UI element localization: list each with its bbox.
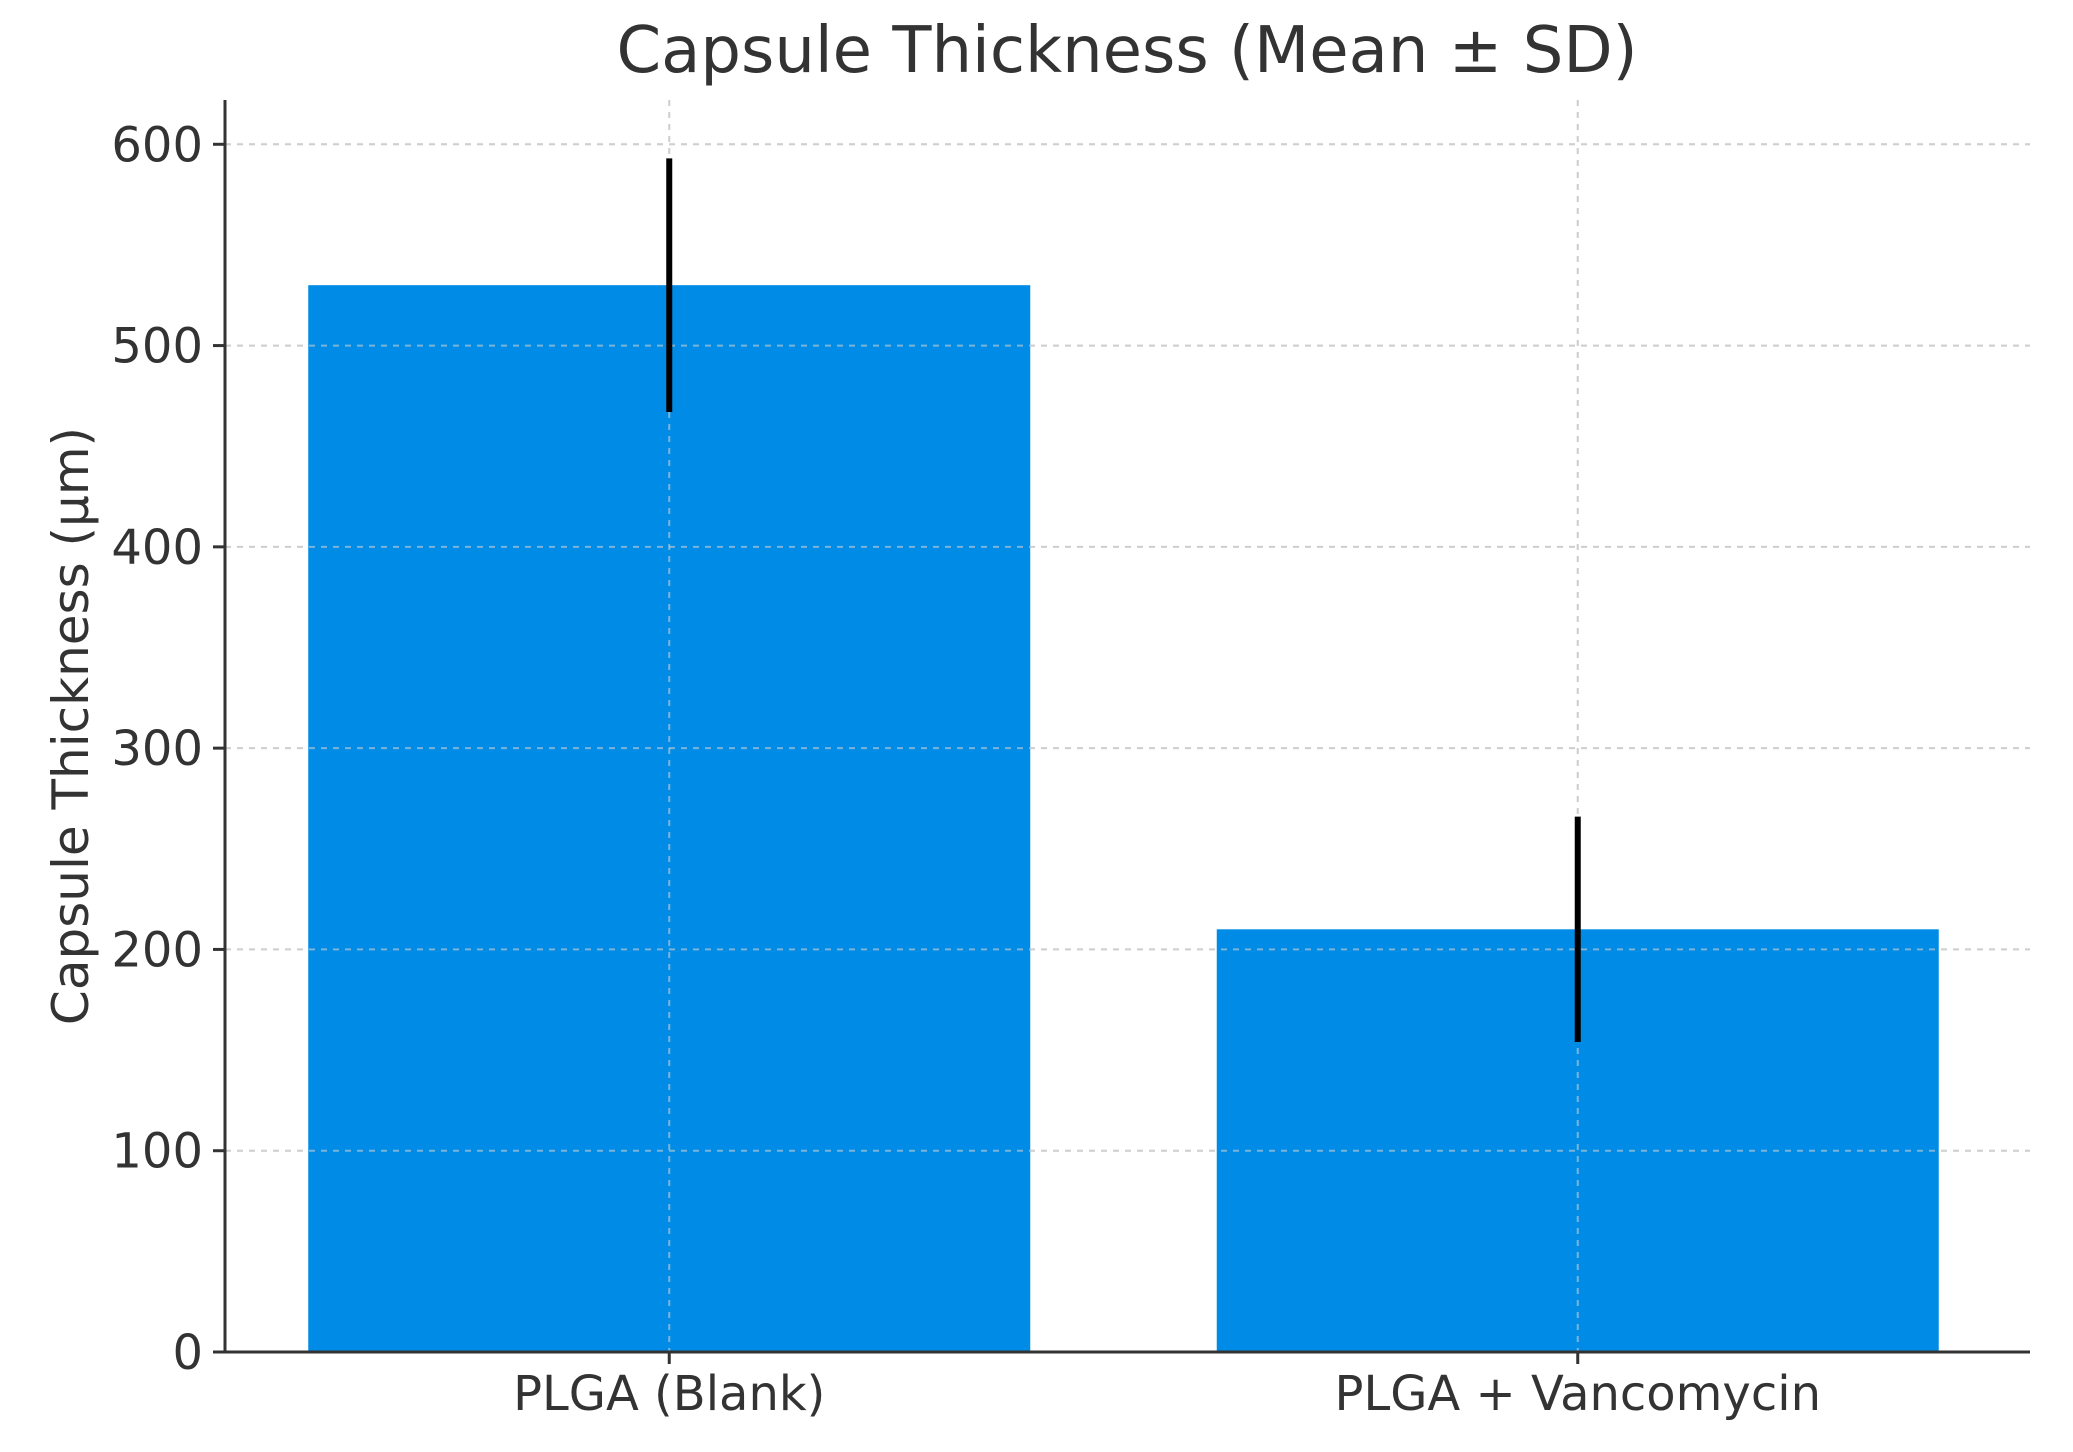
x-tick-label: PLGA (Blank) [513, 1366, 825, 1422]
y-tick-label: 500 [111, 319, 203, 375]
bar [308, 285, 1031, 1352]
y-tick-label: 300 [111, 721, 203, 777]
axes [223, 100, 2030, 1354]
y-tick-label: 400 [111, 520, 203, 576]
y-tick-label: 0 [172, 1325, 203, 1381]
y-tick-label: 100 [111, 1124, 203, 1180]
bars [225, 100, 2030, 1352]
x-tick-label: PLGA + Vancomycin [1335, 1366, 1821, 1422]
y-tick-label: 200 [111, 922, 203, 978]
y-tick-label: 600 [111, 117, 203, 173]
error-bars [666, 158, 1581, 1043]
y-axis-label: Capsule Thickness (μm) [42, 427, 100, 1025]
y-ticks: 0 100 200 300 400 500 600 [111, 117, 225, 1381]
x-ticks: PLGA (Blank) PLGA + Vancomycin [513, 1352, 1821, 1422]
chart-title: Capsule Thickness (Mean ± SD) [616, 14, 1637, 88]
